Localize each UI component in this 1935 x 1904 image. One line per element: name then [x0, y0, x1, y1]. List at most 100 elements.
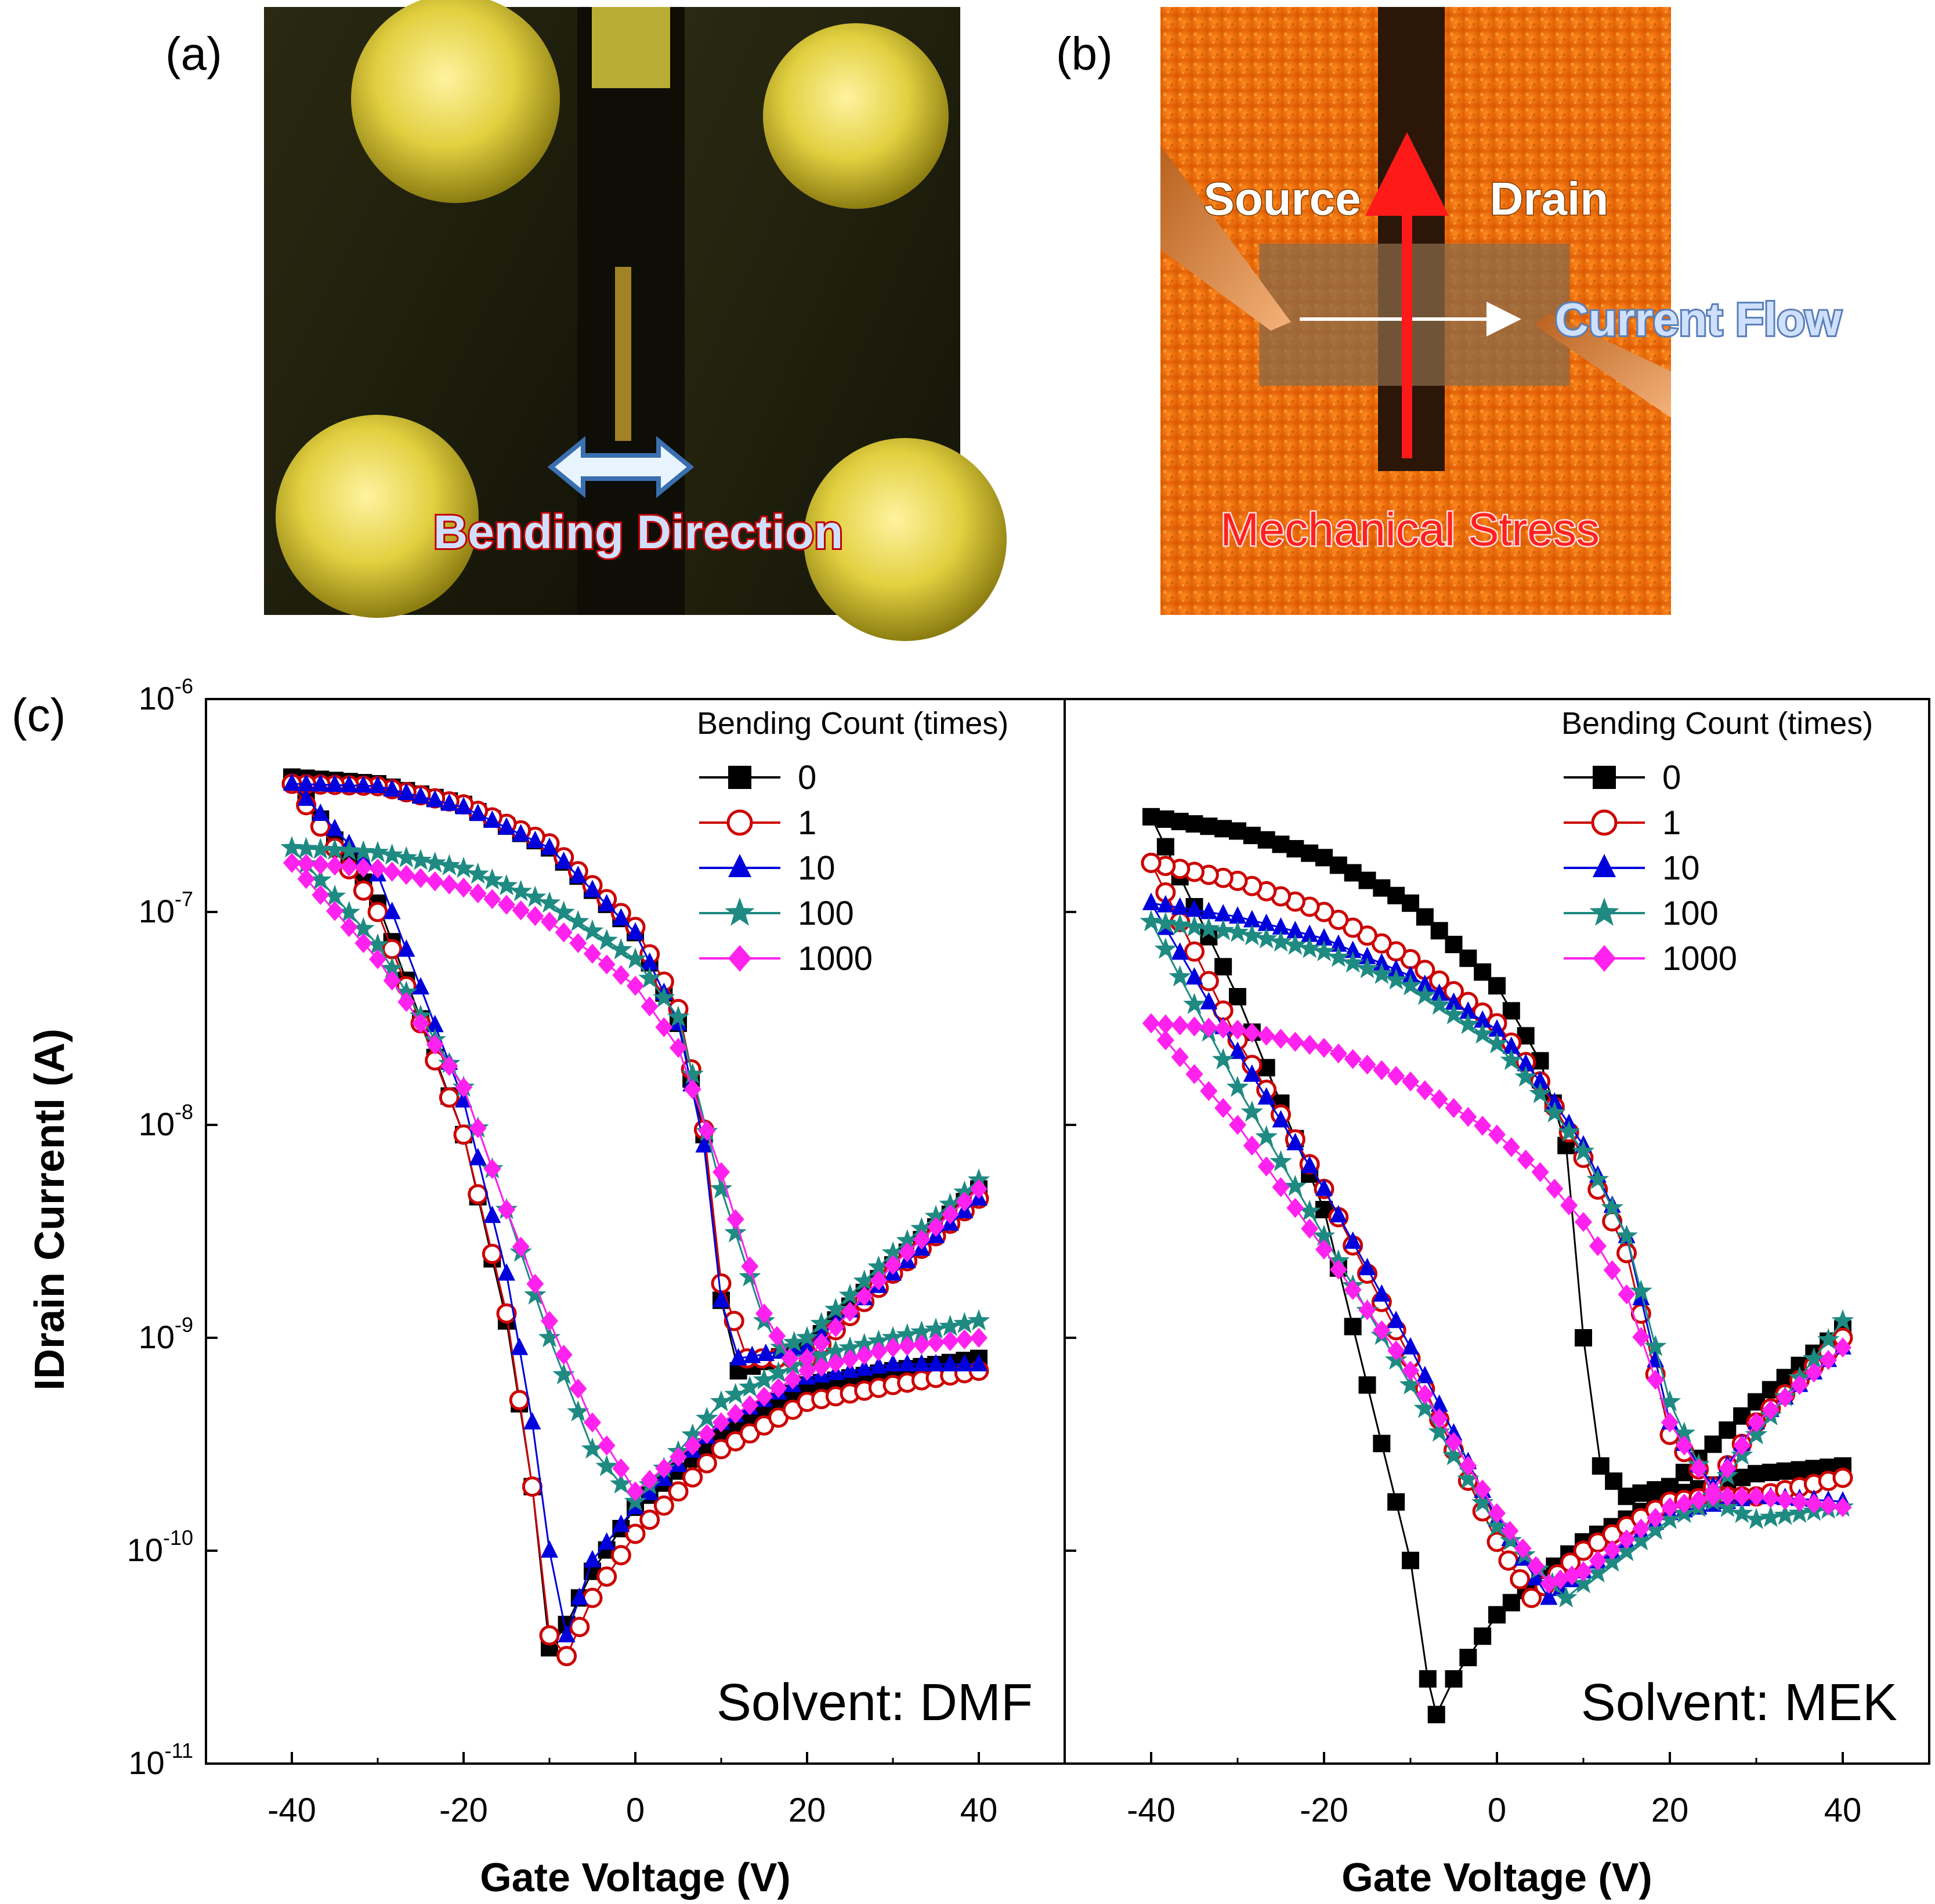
data-point	[1675, 1493, 1693, 1514]
data-point	[1154, 937, 1177, 959]
series-line	[1150, 816, 1843, 1717]
data-point	[1459, 1001, 1477, 1019]
data-point	[1575, 1212, 1592, 1232]
data-point	[1457, 1012, 1480, 1034]
data-point	[1416, 1080, 1434, 1101]
x-tick-label: 20	[789, 1791, 826, 1829]
data-point	[898, 1353, 916, 1371]
data-point	[1658, 1390, 1681, 1411]
data-point	[1690, 1458, 1708, 1479]
device-channel	[1259, 244, 1569, 386]
legend-entry: 1	[1662, 804, 1681, 842]
data-point	[1430, 1089, 1448, 1109]
data-point	[440, 874, 458, 895]
data-point	[670, 1037, 687, 1058]
data-point	[898, 1335, 916, 1356]
data-point	[1384, 968, 1408, 990]
data-point	[770, 1335, 793, 1358]
data-point	[784, 1369, 802, 1389]
data-point	[653, 1495, 674, 1516]
data-point	[1791, 1375, 1809, 1395]
data-point	[881, 1326, 905, 1348]
data-point	[383, 970, 401, 991]
data-point	[1301, 1156, 1319, 1174]
data-point	[1502, 1002, 1520, 1020]
data-point	[1344, 940, 1362, 958]
data-point	[655, 1017, 673, 1037]
data-point	[1344, 1280, 1362, 1300]
legend-entry: 100	[798, 895, 854, 932]
data-point	[1498, 1550, 1519, 1571]
data-point	[1185, 1064, 1203, 1084]
data-point	[810, 1312, 833, 1333]
data-point	[683, 1079, 701, 1099]
data-point	[1630, 1279, 1652, 1301]
data-point	[1399, 1373, 1422, 1395]
x-tick-label: -20	[439, 1791, 488, 1829]
data-point	[724, 1311, 744, 1331]
data-point	[1618, 1529, 1636, 1550]
data-point	[312, 774, 330, 792]
data-point	[924, 1204, 947, 1226]
data-point	[970, 1179, 988, 1199]
data-point	[1229, 1019, 1246, 1040]
data-point	[1521, 1587, 1542, 1608]
source-label: Source	[1203, 173, 1361, 225]
data-point	[1200, 1017, 1218, 1038]
plot-frame	[1064, 698, 1930, 1765]
data-point	[712, 1412, 730, 1433]
data-point	[512, 1236, 530, 1257]
data-point	[1229, 1114, 1246, 1135]
data-point	[726, 1209, 744, 1229]
data-point	[896, 1323, 918, 1345]
data-point	[956, 1192, 974, 1212]
data-point	[910, 1320, 933, 1342]
data-point	[870, 1270, 888, 1291]
data-point	[1413, 983, 1437, 1005]
data-point	[1488, 1019, 1506, 1037]
data-point	[798, 1337, 816, 1355]
data-point	[624, 947, 647, 969]
legend-entry: 1	[798, 804, 816, 842]
legend-entry: 1000	[798, 940, 873, 978]
y-axis-label: IDrain CurrentI (A)	[27, 1029, 73, 1391]
data-point	[541, 911, 558, 932]
data-point	[710, 1390, 733, 1411]
data-point	[569, 933, 587, 953]
data-point	[1834, 1337, 1851, 1358]
data-point	[1141, 852, 1162, 873]
solvent-label: Solvent: MEK	[1581, 1674, 1897, 1732]
data-point	[927, 1333, 945, 1353]
data-point	[853, 1269, 876, 1291]
data-point	[1733, 1435, 1751, 1456]
y-tick-label: 10-6	[139, 674, 193, 716]
data-point	[1243, 1022, 1261, 1043]
data-point	[1171, 897, 1189, 915]
data-point	[1416, 1384, 1434, 1405]
data-point	[397, 864, 415, 885]
data-point	[1630, 1529, 1652, 1551]
data-point	[927, 1353, 945, 1371]
data-point	[655, 1458, 673, 1479]
data-point	[1745, 1508, 1768, 1529]
data-point	[1644, 1518, 1667, 1540]
gold-disk-bottom-right	[804, 438, 1007, 641]
data-point	[941, 1204, 959, 1225]
data-point	[798, 1348, 816, 1369]
data-point	[627, 922, 644, 940]
data-point	[1229, 1041, 1246, 1059]
data-point	[1647, 1370, 1665, 1390]
data-point	[1543, 1101, 1566, 1123]
source-probe	[1160, 145, 1291, 331]
data-point	[956, 1329, 974, 1350]
data-point	[696, 1406, 718, 1428]
data-point	[1329, 934, 1347, 952]
x-axis-label: Gate Voltage (V)	[480, 1855, 790, 1900]
data-point	[326, 856, 343, 876]
data-point	[625, 1523, 646, 1544]
data-point	[1791, 1492, 1809, 1512]
data-point	[1140, 910, 1163, 932]
data-point	[584, 879, 601, 897]
data-point	[781, 1348, 799, 1369]
data-point	[455, 1090, 472, 1108]
